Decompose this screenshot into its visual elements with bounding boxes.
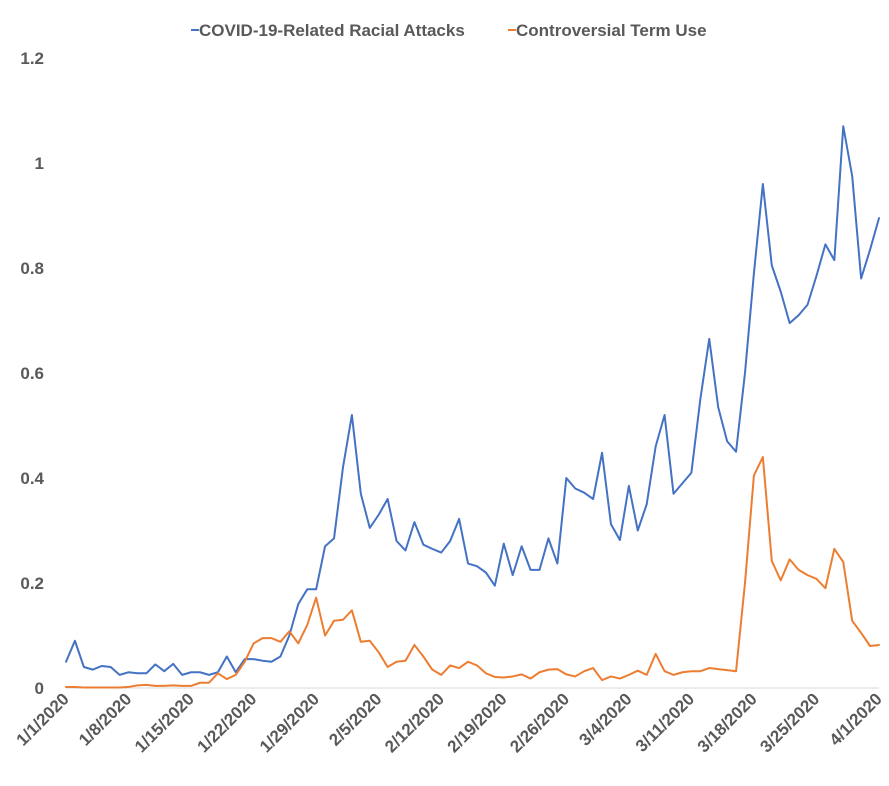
legend-label-racial-attacks: COVID-19-Related Racial Attacks [199,21,465,40]
y-tick-label: 0.2 [20,574,44,593]
y-axis-ticks: 0 0.2 0.4 0.6 0.8 1 1.2 [20,49,44,698]
y-tick-label: 1.2 [20,49,44,68]
x-tick-label: 3/11/2020 [632,689,698,755]
x-tick-label: 4/1/2020 [826,689,886,749]
x-tick-label: 1/8/2020 [75,689,135,749]
x-tick-label: 2/26/2020 [506,689,573,756]
x-tick-label: 3/18/2020 [694,689,761,756]
y-tick-label: 0 [35,679,44,698]
x-tick-label: 1/29/2020 [256,689,323,756]
legend: COVID-19-Related Racial Attacks Controve… [191,21,707,40]
series-line-racial-attacks [65,125,880,676]
x-axis-ticks: 1/1/2020 1/8/20201/15/20201/22/20201/29/2… [13,689,886,756]
legend-label-term-use: Controversial Term Use [516,21,707,40]
y-tick-label: 0.6 [20,364,44,383]
x-tick-label: 1/1/2020 [13,689,73,749]
x-tick-label: 1/22/2020 [194,689,261,756]
y-tick-label: 0.8 [20,259,44,278]
x-tick-label: 2/19/2020 [444,689,511,756]
y-tick-label: 0.4 [20,469,44,488]
x-tick-label: 1/15/2020 [131,689,198,756]
series-line-term-use [65,456,880,689]
x-tick-label: 3/25/2020 [756,689,823,756]
x-tick-label: 2/5/2020 [325,689,385,749]
y-tick-label: 1 [35,154,44,173]
x-tick-label: 2/12/2020 [381,689,448,756]
x-tick-label: 3/4/2020 [575,689,635,749]
series-layer [65,125,880,689]
